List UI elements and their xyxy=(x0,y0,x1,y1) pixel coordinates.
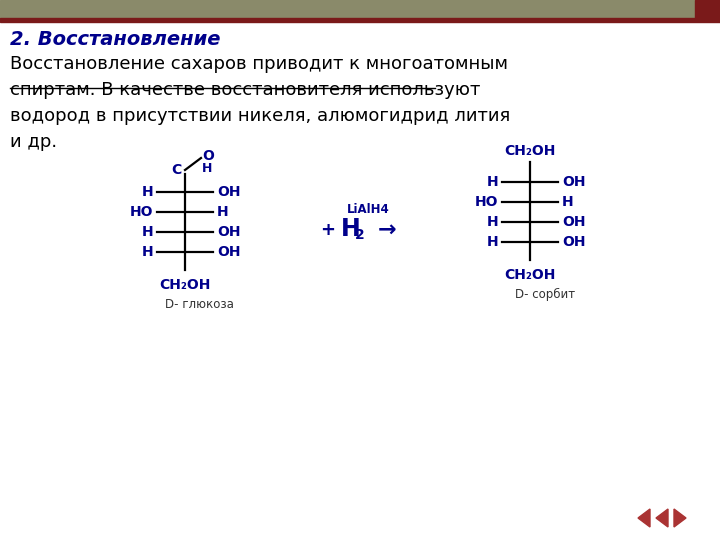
Bar xyxy=(0,0,695,18)
Text: O: O xyxy=(202,149,214,163)
Text: +: + xyxy=(320,221,335,239)
Text: OH: OH xyxy=(562,215,585,229)
Text: H: H xyxy=(141,245,153,259)
Text: HO: HO xyxy=(474,195,498,209)
Polygon shape xyxy=(674,509,686,527)
Text: H: H xyxy=(487,215,498,229)
Text: H: H xyxy=(341,217,361,241)
Text: водород в присутствии никеля, алюмогидрид лития: водород в присутствии никеля, алюмогидри… xyxy=(10,107,510,125)
Text: H: H xyxy=(141,185,153,199)
Text: OH: OH xyxy=(562,175,585,189)
Text: CH₂OH: CH₂OH xyxy=(159,278,211,292)
Text: OH: OH xyxy=(562,235,585,249)
Text: →: → xyxy=(378,220,397,240)
Text: H: H xyxy=(202,163,212,176)
Text: OH: OH xyxy=(217,245,240,259)
Text: HO: HO xyxy=(130,205,153,219)
Text: Восстановление сахаров приводит к многоатомным: Восстановление сахаров приводит к многоа… xyxy=(10,55,508,73)
Text: CH₂OH: CH₂OH xyxy=(504,144,556,158)
Text: OH: OH xyxy=(217,225,240,239)
Text: 2. Восстановление: 2. Восстановление xyxy=(10,30,220,49)
Text: 2: 2 xyxy=(355,228,365,242)
Text: LiAlH4: LiAlH4 xyxy=(346,203,390,216)
Bar xyxy=(695,0,720,18)
Text: C: C xyxy=(171,163,181,177)
Polygon shape xyxy=(638,509,650,527)
Text: H: H xyxy=(487,235,498,249)
Text: и др.: и др. xyxy=(10,133,57,151)
Text: OH: OH xyxy=(217,185,240,199)
Polygon shape xyxy=(656,509,668,527)
Text: H: H xyxy=(141,225,153,239)
Text: H: H xyxy=(562,195,574,209)
Text: H: H xyxy=(487,175,498,189)
Text: D- сорбит: D- сорбит xyxy=(515,288,575,301)
Text: спиртам. В качестве восстановителя используют: спиртам. В качестве восстановителя испол… xyxy=(10,81,480,99)
Text: CH₂OH: CH₂OH xyxy=(504,268,556,282)
Text: D- глюкоза: D- глюкоза xyxy=(165,298,234,311)
Text: H: H xyxy=(217,205,229,219)
Bar xyxy=(0,18,720,22)
